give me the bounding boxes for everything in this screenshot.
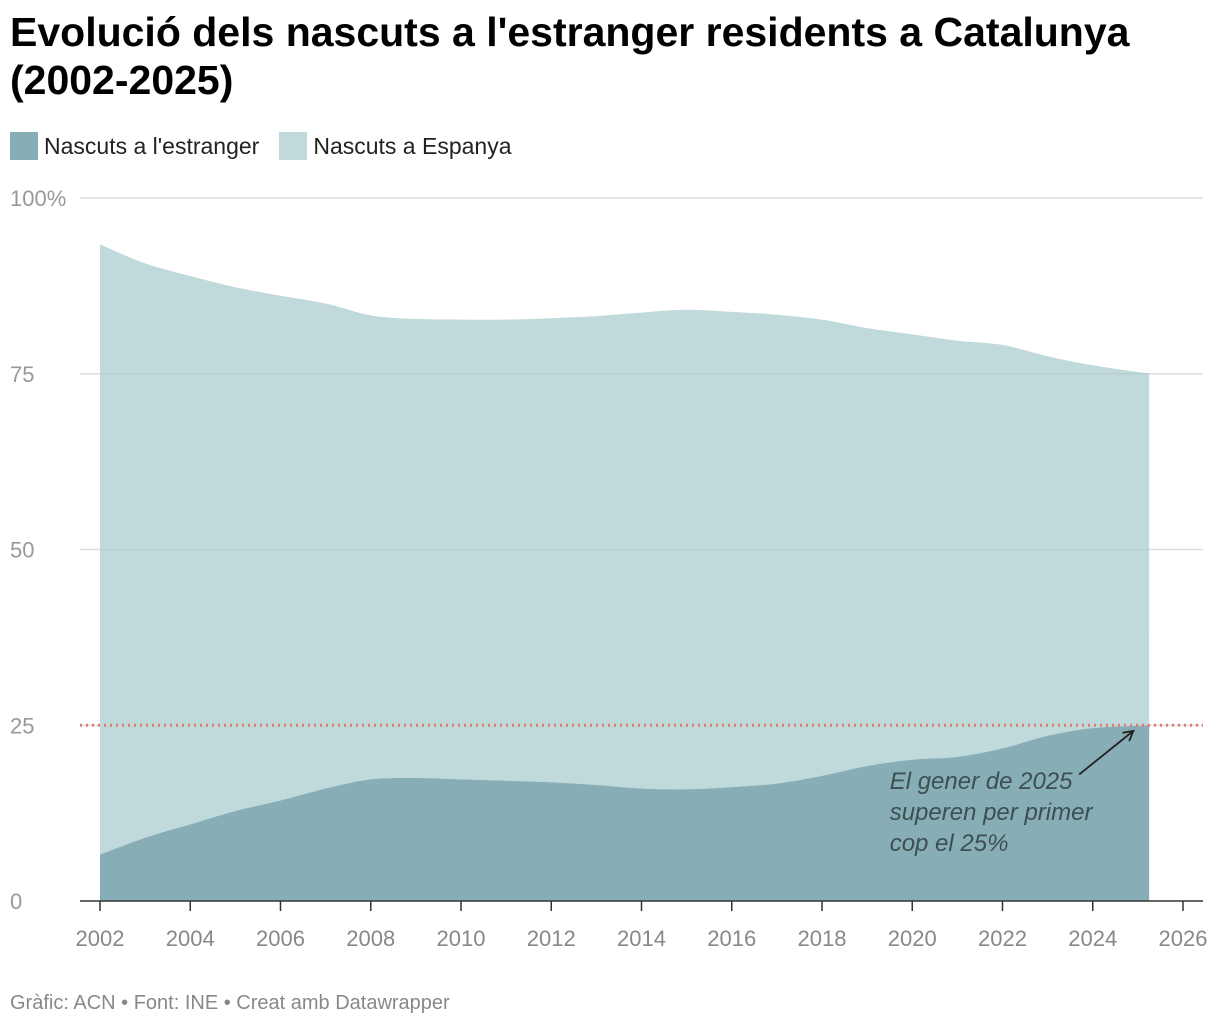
legend-item-foreign-born[interactable]: Nascuts a l'estranger <box>10 132 259 160</box>
legend-swatch-spain-born <box>279 132 308 160</box>
legend: Nascuts a l'estranger Nascuts a Espanya <box>10 132 532 160</box>
area-chart: 0 25 50 75 100% 2002 2004 2006 2008 2010 2012 2014 2… <box>10 186 1208 951</box>
x-tick-label-2014: 2014 <box>617 926 666 951</box>
y-tick-label-50: 50 <box>10 538 34 563</box>
x-tick-label-2004: 2004 <box>166 926 215 951</box>
annotation-arrow-shaft <box>1078 730 1134 776</box>
x-tick-label-2026: 2026 <box>1159 926 1208 951</box>
annotation-line-1: El gener de 2025 <box>890 768 1073 795</box>
annotation-arrow-head <box>1122 729 1135 742</box>
x-tick-label-2006: 2006 <box>256 926 305 951</box>
y-tick-label-75: 75 <box>10 362 34 387</box>
x-tick-label-2018: 2018 <box>798 926 847 951</box>
legend-label-foreign-born: Nascuts a l'estranger <box>44 132 260 159</box>
chart-title: Evolució dels nascuts a l'estranger resi… <box>10 9 1130 103</box>
legend-label-spain-born: Nascuts a Espanya <box>313 132 512 159</box>
legend-swatch-foreign-born <box>10 132 38 160</box>
annotation-line-2: superen per primer <box>890 799 1094 826</box>
footer-credits: Gràfic: ACN • Font: INE • Creat amb Data… <box>10 992 450 1014</box>
x-tick-label-2024: 2024 <box>1068 926 1117 951</box>
x-tick-label-2012: 2012 <box>527 926 576 951</box>
x-tick-label-2022: 2022 <box>978 926 1027 951</box>
x-tick-label-2008: 2008 <box>346 926 395 951</box>
annotation-line-3: cop el 25% <box>890 830 1009 857</box>
x-tick-label-2020: 2020 <box>888 926 937 951</box>
area-foreign-born <box>100 725 1150 901</box>
y-tick-label-0: 0 <box>10 889 22 914</box>
x-tick-label-2010: 2010 <box>437 926 486 951</box>
x-tick-label-2002: 2002 <box>76 926 125 951</box>
x-tick-label-2016: 2016 <box>707 926 756 951</box>
y-tick-label-25: 25 <box>10 713 34 738</box>
y-tick-label-100: 100% <box>10 186 66 211</box>
legend-item-spain-born[interactable]: Nascuts a Espanya <box>279 132 512 160</box>
